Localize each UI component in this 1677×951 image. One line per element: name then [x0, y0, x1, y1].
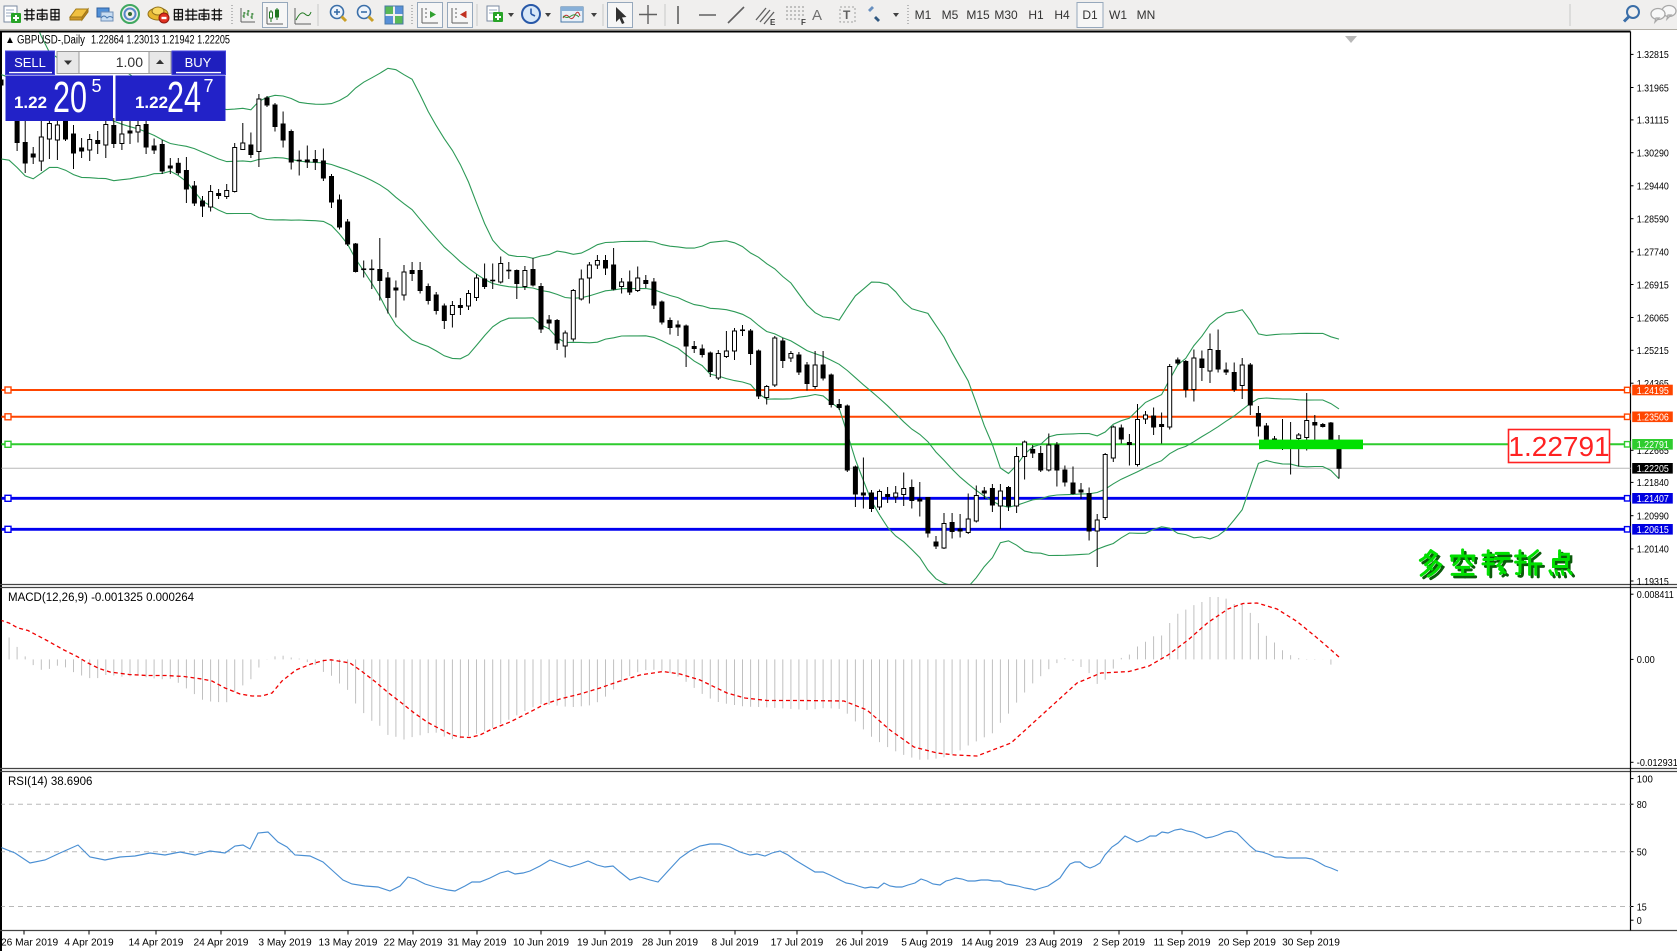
svg-text:H1: H1: [1028, 8, 1044, 22]
svg-text:1.32815: 1.32815: [1637, 49, 1669, 61]
svg-text:A: A: [812, 7, 822, 24]
svg-text:BUY: BUY: [185, 55, 212, 70]
svg-text:1.21407: 1.21407: [1637, 493, 1669, 505]
svg-text:13 May 2019: 13 May 2019: [319, 938, 378, 949]
svg-text:5: 5: [92, 76, 102, 96]
svg-text:20: 20: [53, 73, 87, 122]
svg-text:1.24195: 1.24195: [1637, 385, 1669, 397]
svg-text:1.31115: 1.31115: [1637, 115, 1669, 127]
svg-text:1.22: 1.22: [135, 93, 168, 112]
svg-text:1.28590: 1.28590: [1637, 214, 1669, 226]
svg-text:15: 15: [1637, 901, 1647, 913]
svg-text:23 Aug 2019: 23 Aug 2019: [1025, 938, 1083, 949]
svg-text:24 Apr 2019: 24 Apr 2019: [194, 938, 249, 949]
svg-text:T: T: [843, 8, 851, 22]
svg-text:MN: MN: [1137, 8, 1156, 22]
svg-text:1.22791: 1.22791: [1508, 431, 1609, 462]
svg-text:M5: M5: [942, 8, 959, 22]
svg-text:22 May 2019: 22 May 2019: [384, 938, 443, 949]
svg-text:24: 24: [167, 73, 201, 122]
svg-text:31 May 2019: 31 May 2019: [448, 938, 507, 949]
svg-text:0: 0: [1637, 915, 1642, 927]
svg-text:5 Aug 2019: 5 Aug 2019: [901, 938, 953, 949]
svg-text:H4: H4: [1054, 8, 1070, 22]
svg-text:M15: M15: [966, 8, 990, 22]
svg-text:E: E: [770, 18, 776, 27]
svg-text:RSI(14) 38.6906: RSI(14) 38.6906: [8, 776, 92, 788]
svg-text:▲: ▲: [5, 35, 15, 46]
svg-text:MACD(12,26,9) -0.001325 0.0002: MACD(12,26,9) -0.001325 0.000264: [8, 592, 195, 604]
svg-text:50: 50: [1637, 847, 1647, 859]
svg-text:19 Jun 2019: 19 Jun 2019: [577, 938, 633, 949]
svg-text:1.22205: 1.22205: [1637, 463, 1669, 475]
svg-text:1.22: 1.22: [14, 93, 47, 112]
svg-text:GBPUSD-,Daily: GBPUSD-,Daily: [17, 35, 85, 47]
svg-text:1.19315: 1.19315: [1637, 576, 1669, 588]
svg-text:W1: W1: [1109, 8, 1127, 22]
svg-text:0.008411: 0.008411: [1637, 589, 1674, 601]
svg-text:1.20140: 1.20140: [1637, 544, 1669, 556]
svg-text:1.21840: 1.21840: [1637, 477, 1669, 489]
svg-text:1.22864 1.23013 1.21942 1.2220: 1.22864 1.23013 1.21942 1.22205: [91, 35, 230, 47]
svg-text:2 Sep 2019: 2 Sep 2019: [1093, 938, 1145, 949]
svg-text:SELL: SELL: [14, 55, 46, 70]
svg-text:7: 7: [204, 76, 214, 96]
svg-text:80: 80: [1637, 799, 1647, 811]
svg-text:8 Jul 2019: 8 Jul 2019: [711, 938, 758, 949]
svg-text:14 Apr 2019: 14 Apr 2019: [129, 938, 184, 949]
svg-text:30 Sep 2019: 30 Sep 2019: [1282, 938, 1340, 949]
svg-text:1.26065: 1.26065: [1637, 312, 1669, 324]
svg-text:28 Jun 2019: 28 Jun 2019: [642, 938, 698, 949]
svg-text:0.00: 0.00: [1637, 654, 1655, 666]
svg-text:4 Apr 2019: 4 Apr 2019: [64, 938, 114, 949]
svg-text:1.20615: 1.20615: [1637, 524, 1669, 536]
svg-text:D1: D1: [1082, 8, 1098, 22]
svg-text:1.00: 1.00: [116, 54, 143, 70]
svg-text:M30: M30: [994, 8, 1018, 22]
svg-text:26 Mar 2019: 26 Mar 2019: [1, 938, 59, 949]
svg-text:1.27740: 1.27740: [1637, 247, 1669, 259]
svg-text:100: 100: [1637, 773, 1653, 785]
svg-text:F: F: [801, 18, 806, 27]
svg-text:20 Sep 2019: 20 Sep 2019: [1218, 938, 1276, 949]
svg-text:14 Aug 2019: 14 Aug 2019: [961, 938, 1019, 949]
svg-text:1.29440: 1.29440: [1637, 181, 1669, 193]
svg-text:1.31965: 1.31965: [1637, 82, 1669, 94]
svg-text:10 Jun 2019: 10 Jun 2019: [513, 938, 569, 949]
svg-text:3 May 2019: 3 May 2019: [258, 938, 312, 949]
svg-text:26 Jul 2019: 26 Jul 2019: [836, 938, 889, 949]
svg-text:1.23506: 1.23506: [1637, 412, 1669, 424]
svg-text:1.20990: 1.20990: [1637, 511, 1669, 523]
svg-text:11 Sep 2019: 11 Sep 2019: [1153, 938, 1210, 949]
svg-text:1.30290: 1.30290: [1637, 148, 1669, 160]
svg-text:1.25215: 1.25215: [1637, 345, 1669, 357]
svg-text:1.22791: 1.22791: [1637, 439, 1669, 451]
svg-text:-0.012931: -0.012931: [1637, 757, 1677, 769]
svg-text:M1: M1: [915, 8, 932, 22]
svg-text:1.26915: 1.26915: [1637, 279, 1669, 291]
svg-text:17 Jul 2019: 17 Jul 2019: [771, 938, 824, 949]
